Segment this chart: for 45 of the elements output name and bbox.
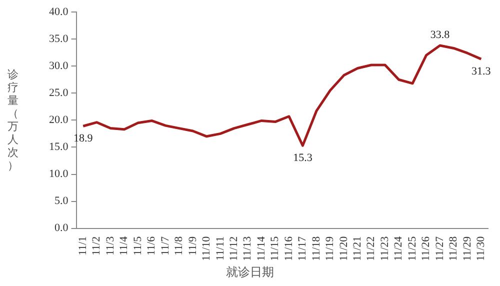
x-tick-label: 11/28 [448, 236, 460, 262]
x-tick-label: 11/9 [186, 236, 199, 256]
x-tick-label: 11/20 [338, 236, 350, 262]
x-tick-label: 11/13 [242, 236, 254, 262]
x-tick-label: 11/24 [392, 236, 405, 262]
x-tick-label: 11/15 [269, 236, 282, 262]
x-tick-label: 11/26 [420, 236, 432, 262]
y-axis-title: 诊疗量（万人次） [6, 68, 20, 172]
x-tick-label: 11/7 [159, 236, 172, 256]
x-tick-label: 11/25 [406, 236, 418, 262]
x-tick-label: 11/8 [173, 236, 186, 256]
x-tick-label: 11/21 [352, 236, 364, 262]
x-tick-label: 11/4 [118, 236, 130, 256]
y-tick-label: 25.0 [49, 87, 69, 100]
x-tick-label: 11/17 [296, 236, 309, 262]
data-label: 18.9 [73, 132, 94, 145]
x-tick-label: 11/1 [77, 236, 90, 256]
y-tick-label: 35.0 [49, 32, 69, 45]
y-tick-label: 0.0 [54, 222, 69, 234]
x-tick-label: 11/22 [365, 236, 378, 262]
x-tick-label: 11/16 [282, 236, 295, 262]
x-axis-title: 就诊日期 [225, 264, 275, 281]
y-tick-label: 10.0 [49, 168, 69, 180]
x-tick-label: 11/11 [214, 236, 226, 261]
x-tick-label: 11/3 [104, 236, 116, 256]
y-tick-label: 15.0 [49, 141, 69, 154]
y-tick-label: 40.0 [49, 6, 69, 18]
x-tick-label: 11/2 [90, 236, 103, 256]
x-tick-label: 11/6 [146, 236, 158, 256]
y-tick-label: 5.0 [54, 195, 69, 208]
x-tick-label: 11/18 [310, 236, 322, 262]
x-tick-label: 11/23 [378, 236, 391, 262]
data-label: 33.8 [430, 28, 450, 41]
x-tick-label: 11/29 [461, 236, 474, 262]
x-tick-label: 11/30 [475, 236, 488, 262]
x-tick-label: 11/10 [200, 236, 213, 262]
x-tick-label: 11/27 [434, 236, 446, 262]
data-label: 31.3 [472, 65, 492, 78]
data-label: 15.3 [293, 152, 313, 164]
x-tick-label: 11/12 [228, 236, 240, 262]
x-tick-label: 11/14 [255, 236, 268, 262]
x-tick-label: 11/5 [132, 236, 144, 256]
x-tick-label: 11/19 [324, 236, 336, 262]
y-tick-label: 20.0 [49, 114, 69, 126]
y-tick-label: 30.0 [49, 60, 69, 72]
